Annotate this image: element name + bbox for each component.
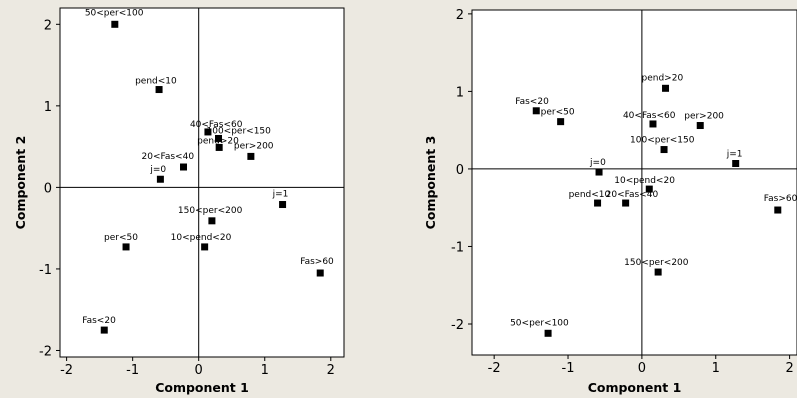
data-point-marker [247, 152, 255, 160]
data-point-label: Fas<20 [82, 316, 116, 326]
data-point-label: 50<per<100 [85, 8, 144, 18]
y-tick-label: 1 [456, 85, 464, 100]
data-point-marker [544, 329, 552, 337]
data-point-marker [155, 86, 163, 94]
x-tick-label: 0 [195, 363, 203, 378]
data-point-marker [215, 143, 223, 151]
data-point-label: pend>20 [642, 73, 684, 83]
data-point-marker [696, 122, 704, 130]
data-point-label: 20<Fas<40 [606, 190, 659, 200]
data-point-label: 50<per<100 [510, 318, 569, 328]
y-axis-title: Component 2 [13, 136, 28, 230]
x-tick-label: -1 [562, 361, 575, 376]
plot-area [59, 7, 345, 358]
data-point-label: j=0 [589, 158, 606, 168]
scatter-plot-component2-vs-component1: -2 -1 0 1 2 -2 -1 0 1 2 Component 1 Component 2 50<p… [13, 7, 345, 395]
right-chart-panel: -2 -1 0 1 2 -2 -1 0 1 2 Component 1 Component 3 pend… [408, 0, 797, 398]
data-point-marker [595, 168, 603, 176]
data-point-marker [732, 160, 740, 168]
y-tick-label: -1 [451, 240, 464, 255]
data-point-marker [654, 268, 662, 276]
data-point-label: 10<pend<20 [614, 176, 675, 186]
data-point-label: 150<per<200 [178, 206, 243, 216]
data-point-marker [594, 199, 602, 207]
y-tick-label: 1 [44, 100, 52, 115]
data-point-marker [279, 201, 287, 209]
x-tick-label: -2 [60, 363, 73, 378]
y-tick-label: 0 [456, 163, 464, 178]
x-tick-label: 2 [785, 361, 793, 376]
data-point-label: per>200 [684, 112, 724, 122]
y-tick-label: -2 [39, 344, 52, 359]
data-point-label: Fas>60 [300, 257, 334, 267]
data-point-label: 40<Fas<60 [190, 120, 243, 130]
x-tick-label: 1 [712, 361, 720, 376]
data-point-marker [111, 20, 119, 28]
data-point-label: 100<per<150 [207, 126, 272, 136]
data-point-marker [208, 217, 216, 225]
plot-area [471, 9, 797, 356]
data-point-marker [645, 185, 653, 193]
data-point-marker [201, 243, 209, 251]
data-point-label: j=0 [149, 165, 166, 175]
left-chart-panel: -2 -1 0 1 2 -2 -1 0 1 2 Component 1 Component 2 50<p… [0, 0, 408, 398]
y-tick-label: 0 [44, 181, 52, 196]
data-point-marker [100, 326, 108, 334]
x-tick-label: 2 [327, 363, 335, 378]
data-point-label: pend>20 [197, 136, 239, 146]
data-point-marker [649, 120, 657, 128]
data-point-marker [622, 199, 630, 207]
data-point-label: 100<per<150 [630, 136, 695, 146]
data-point-marker [662, 84, 670, 92]
y-tick-label: 2 [44, 18, 52, 33]
data-point-marker [532, 107, 540, 115]
data-point-marker [122, 243, 130, 251]
x-tick-label: 0 [638, 361, 646, 376]
data-point-marker [660, 146, 668, 154]
data-point-label: pend<10 [135, 77, 177, 87]
data-point-label: per>200 [234, 141, 274, 151]
data-point-label: 20<Fas<40 [142, 152, 195, 162]
data-point-label: Fas<20 [515, 97, 549, 107]
y-tick-label: -2 [451, 318, 464, 333]
data-point-label: j=1 [726, 150, 743, 160]
x-axis-title: Component 1 [588, 380, 682, 395]
data-point-label: 40<Fas<60 [623, 111, 676, 121]
data-point-label: 150<per<200 [624, 258, 689, 268]
data-point-marker [557, 118, 565, 126]
data-point-marker [204, 128, 212, 136]
data-point-label: Fas>60 [764, 194, 797, 204]
data-point-marker [180, 163, 188, 171]
x-tick-label: 1 [261, 363, 269, 378]
data-point-label: j=1 [272, 190, 289, 200]
x-tick-label: -2 [488, 361, 501, 376]
data-point-label: 10<pend<20 [171, 233, 232, 243]
data-point-label: pend<10 [569, 190, 611, 200]
x-tick-label: -1 [126, 363, 139, 378]
y-axis-title: Component 3 [423, 136, 438, 230]
y-tick-label: 2 [456, 8, 464, 23]
data-point-label: per<50 [104, 233, 138, 243]
y-tick-label: -1 [39, 263, 52, 278]
data-point-marker [215, 134, 223, 142]
data-point-label: per<50 [541, 108, 575, 118]
x-axis-title: Component 1 [155, 380, 249, 395]
data-point-marker [774, 206, 782, 214]
data-point-marker [156, 175, 164, 183]
scatter-plot-component3-vs-component1: -2 -1 0 1 2 -2 -1 0 1 2 Component 1 Component 3 pend… [423, 8, 797, 395]
data-point-marker [316, 269, 324, 277]
